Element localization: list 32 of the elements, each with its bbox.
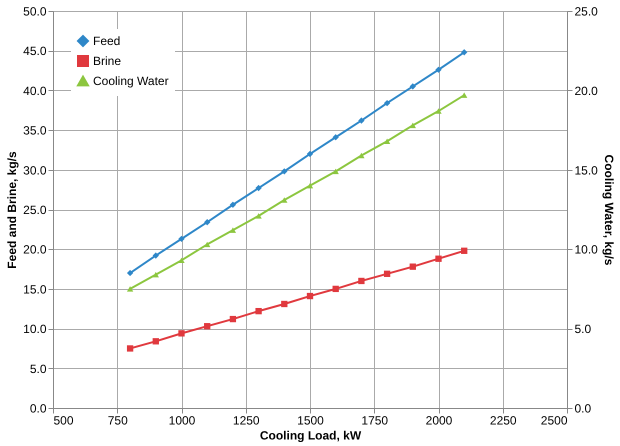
x-tick-label: 1000 xyxy=(168,414,196,428)
y-tick-label: 35.0 xyxy=(23,124,47,138)
x-tick-label: 1500 xyxy=(297,414,324,428)
y-axis-title: Feed and Brine, kg/s xyxy=(5,151,20,269)
y-tick-label: 5.0 xyxy=(30,362,47,376)
y2-tick-label: 5.0 xyxy=(574,322,592,336)
legend-label: Brine xyxy=(93,54,122,68)
y2-tick-label: 10.0 xyxy=(574,242,598,257)
y-tick-label: 45.0 xyxy=(23,44,47,58)
y-tick-label: 20.0 xyxy=(23,242,47,257)
x-tick-label: 500 xyxy=(54,414,74,428)
y2-tick-label: 25.0 xyxy=(574,4,598,18)
y2-tick-label: 15.0 xyxy=(574,163,598,178)
y-tick-label: 50.0 xyxy=(23,4,47,18)
x-tick-label: 750 xyxy=(108,414,128,428)
x-axis-title: Cooling Load, kW xyxy=(260,428,362,442)
y2-axis-title: Cooling Water, kg/s xyxy=(602,154,616,266)
y-tick-label: 30.0 xyxy=(23,163,47,178)
y-tick-label: 25.0 xyxy=(23,203,47,217)
y-tick-label: 15.0 xyxy=(23,282,47,296)
x-tick-label: 1750 xyxy=(361,414,388,428)
y-tick-label: 10.0 xyxy=(23,322,47,336)
legend-label: Feed xyxy=(93,34,120,48)
y-tick-label: 0.0 xyxy=(30,402,47,416)
x-tick-label: 2000 xyxy=(426,414,453,428)
y2-tick-label: 20.0 xyxy=(574,84,598,98)
x-tick-label: 2250 xyxy=(490,414,517,428)
x-tick-label: 2500 xyxy=(540,414,568,428)
y-tick-label: 40.0 xyxy=(23,84,47,98)
x-tick-label: 1250 xyxy=(232,414,260,428)
y2-tick-label: 0.0 xyxy=(574,402,592,416)
legend-label: Cooling Water xyxy=(93,74,169,88)
